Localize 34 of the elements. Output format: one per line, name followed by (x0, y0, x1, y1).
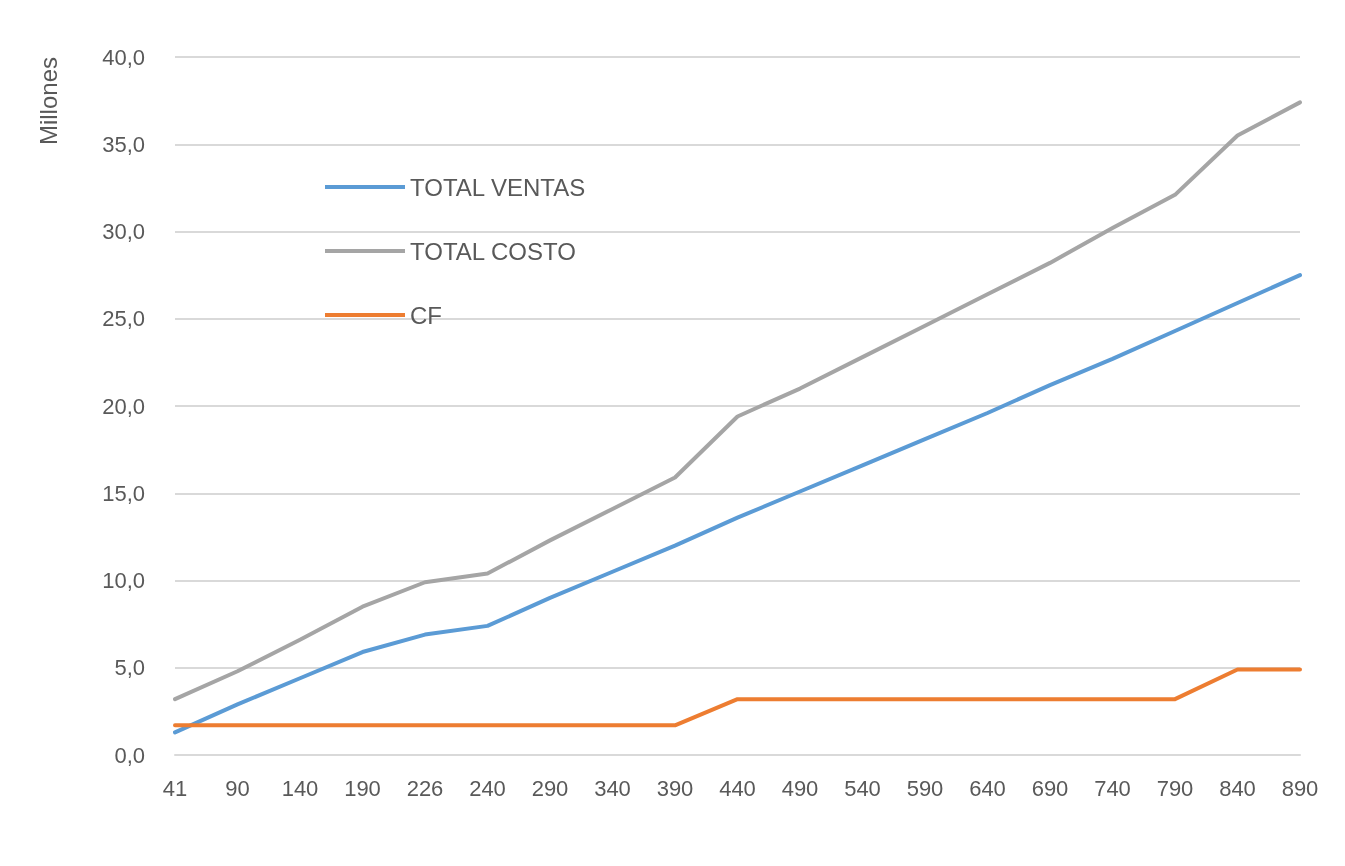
legend-label: TOTAL COSTO (410, 237, 576, 265)
x-tick-label: 440 (719, 775, 756, 801)
x-tick-label: 41 (162, 775, 188, 801)
x-tick-label: 290 (531, 775, 569, 801)
y-tick-label: 10,0 (102, 568, 145, 593)
y-tick-label: 15,0 (102, 480, 145, 506)
x-tick-label: 640 (969, 775, 1006, 801)
y-tick-label: 35,0 (102, 131, 145, 157)
x-tick-label: 340 (594, 775, 631, 801)
y-tick-label: 0,0 (114, 742, 145, 768)
y-tick-label: 5,0 (114, 655, 145, 681)
y-tick-label: 30,0 (102, 219, 145, 244)
x-tick-label: 590 (906, 775, 944, 801)
legend-label: CF (410, 301, 442, 329)
x-tick-label: 540 (844, 775, 881, 801)
x-tick-label: 840 (1219, 775, 1256, 801)
line-series (173, 273, 1302, 735)
x-tick-label: 190 (344, 775, 381, 801)
x-tick-label: 226 (406, 775, 444, 801)
x-tick-label: 390 (656, 775, 694, 801)
y-axis-title: Millones (34, 57, 62, 146)
x-tick-label: 690 (1031, 775, 1069, 801)
y-tick-label: 40,0 (102, 44, 145, 70)
x-tick-label: 90 (225, 775, 250, 801)
x-tick-label: 790 (1156, 775, 1194, 801)
y-tick-label: 25,0 (102, 306, 145, 332)
x-tick-label: 890 (1281, 775, 1319, 801)
x-tick-label: 140 (281, 775, 319, 801)
legend-label: TOTAL VENTAS (410, 173, 586, 201)
y-tick-label: 20,0 (102, 393, 145, 419)
line-series (173, 100, 1302, 702)
x-tick-label: 240 (469, 775, 506, 801)
x-tick-label: 740 (1094, 775, 1131, 801)
x-tick-label: 490 (781, 775, 819, 801)
